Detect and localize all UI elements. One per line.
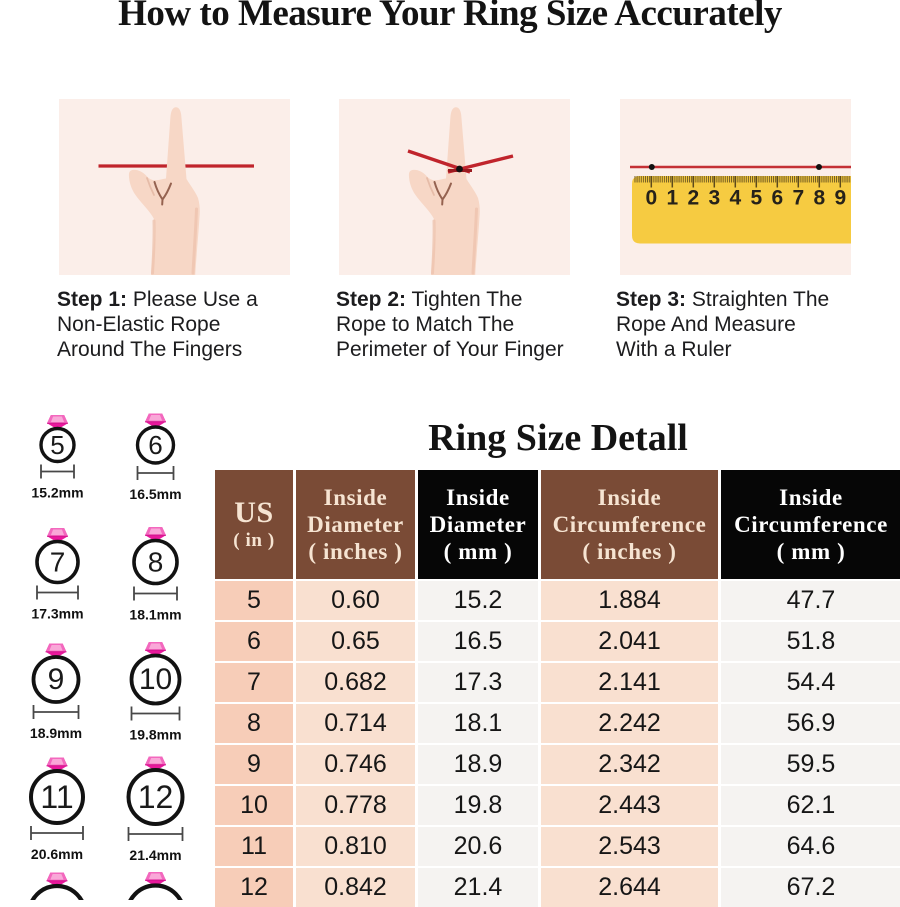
svg-text:6: 6 — [148, 430, 162, 460]
svg-text:7: 7 — [50, 547, 66, 578]
svg-text:8: 8 — [148, 547, 164, 578]
svg-text:6: 6 — [771, 187, 783, 210]
svg-text:4: 4 — [729, 187, 741, 210]
svg-text:1: 1 — [666, 187, 678, 210]
svg-text:7: 7 — [792, 187, 804, 210]
svg-text:5: 5 — [750, 187, 762, 210]
svg-text:15.2mm: 15.2mm — [31, 485, 83, 501]
svg-text:16.5mm: 16.5mm — [129, 486, 181, 502]
svg-text:5: 5 — [50, 430, 64, 460]
svg-text:8: 8 — [813, 187, 825, 210]
svg-text:18.9mm: 18.9mm — [30, 725, 82, 741]
svg-text:21.4mm: 21.4mm — [129, 847, 181, 863]
svg-text:18.1mm: 18.1mm — [129, 607, 181, 623]
svg-text:20.6mm: 20.6mm — [31, 846, 83, 862]
svg-text:9: 9 — [834, 187, 846, 210]
svg-text:3: 3 — [708, 187, 720, 210]
svg-text:10: 10 — [139, 663, 172, 696]
svg-text:12: 12 — [138, 779, 174, 815]
svg-text:2: 2 — [687, 187, 699, 210]
svg-text:9: 9 — [48, 663, 65, 696]
svg-text:11: 11 — [40, 779, 73, 815]
svg-text:0: 0 — [645, 187, 657, 210]
svg-text:19.8mm: 19.8mm — [129, 727, 181, 743]
svg-text:17.3mm: 17.3mm — [31, 606, 83, 622]
